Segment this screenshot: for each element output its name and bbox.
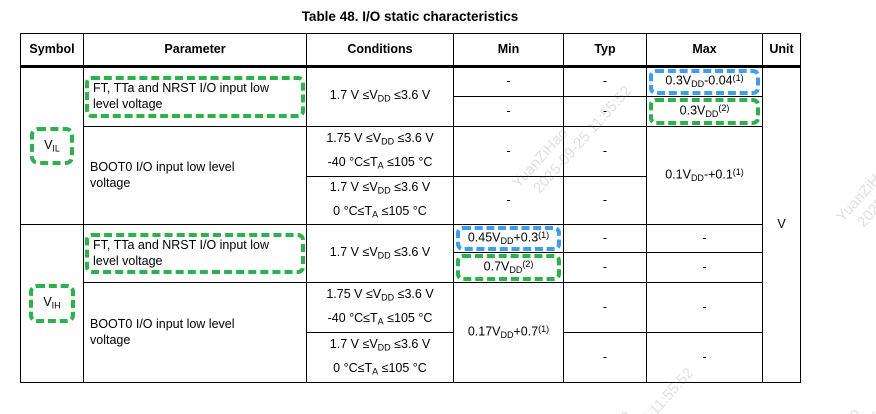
- col-header-symbol: Symbol: [20, 33, 84, 68]
- cell-vih-ft-max-2: -: [646, 252, 763, 283]
- table-row: BOOT0 I/O input low level voltage 1.75 V …: [21, 282, 801, 383]
- vil-symbol: VIL: [44, 137, 60, 154]
- vih-symbol: VIH: [43, 295, 61, 311]
- highlight-box-green: 0.3VDD(2): [649, 98, 760, 125]
- col-header-max: Max: [646, 33, 763, 68]
- cell-vil-boot0-min-1: -: [453, 126, 564, 177]
- table-row: VIL FT, TTa and NRST I/O input low level …: [20, 66, 801, 383]
- cell-vil-ft-min-2: -: [453, 96, 564, 127]
- cell-vil-ft-max-2: 0.3VDD(2): [646, 96, 763, 127]
- col-header-typ: Typ: [563, 33, 647, 68]
- highlight-box-blue: 0.45VDD+0.3(1): [456, 226, 561, 251]
- cell-vil-ft-typ-2: -: [563, 96, 647, 127]
- cell-vih-boot0-conditions-1: 1.75 V ≤VDD ≤3.6 V -40 °C≤TA ≤105 °C: [306, 282, 454, 333]
- vil-ft-max-2-value: 0.3VDD(2): [679, 102, 730, 119]
- cell-vil-symbol: VIL: [20, 66, 84, 225]
- col-header-conditions: Conditions: [306, 33, 454, 68]
- highlight-box-green: VIH: [29, 284, 75, 323]
- highlight-box-blue: 0.3VDD-0.04(1): [649, 69, 760, 95]
- cell-vih-symbol: VIH: [20, 224, 84, 383]
- vih-ft-parameter-text: FT, TTa and NRST I/O input low level volt…: [93, 237, 269, 268]
- cell-vil-ft-conditions: 1.7 V ≤VDD ≤3.6 V: [306, 66, 454, 127]
- cell-vih-ft-typ-2: -: [563, 252, 647, 283]
- col-header-min: Min: [453, 33, 564, 68]
- cell-vil-ft-typ-1: -: [563, 66, 647, 97]
- cell-vil-boot0-conditions-1: 1.75 V ≤VDD ≤3.6 V -40 °C≤TA ≤105 °C: [306, 126, 454, 177]
- cell-vil-boot0-parameter: BOOT0 I/O input low level voltage: [83, 126, 307, 225]
- cell-vih-boot0-typ-1: -: [563, 282, 647, 333]
- col-header-parameter: Parameter: [83, 33, 307, 68]
- cell-vih-ft-min-2: 0.7VDD(2): [453, 252, 564, 283]
- highlight-box-green: FT, TTa and NRST I/O input low level volt…: [85, 76, 305, 118]
- cell-vil-ft-parameter: FT, TTa and NRST I/O input low level volt…: [83, 66, 307, 127]
- cell-vil-boot0-max: 0.1VDD-+0.1(1): [646, 126, 763, 225]
- highlight-box-green: VIL: [30, 126, 74, 166]
- cell-vil-ft-max-1: 0.3VDD-0.04(1): [646, 66, 763, 97]
- cell-vih-ft-min-1: 0.45VDD+0.3(1): [453, 224, 564, 253]
- cell-vih-ft-conditions: 1.7 V ≤VDD ≤3.6 V: [306, 224, 454, 283]
- highlight-box-green: 0.7VDD(2): [456, 254, 561, 281]
- table-row: 0.7VDD(2) - -: [21, 252, 801, 283]
- io-static-characteristics-table: Symbol Parameter Conditions Min Typ Max …: [20, 33, 801, 383]
- header-row: Symbol Parameter Conditions Min Typ Max …: [20, 33, 801, 68]
- cell-unit-value: V: [762, 66, 801, 383]
- highlight-box-green: FT, TTa and NRST I/O input low level volt…: [85, 232, 305, 275]
- cell-vil-boot0-typ-2: -: [563, 176, 647, 225]
- vil-ft-max-1-value: 0.3VDD-0.04(1): [665, 73, 744, 90]
- cell-vih-boot0-min: 0.17VDD+0.7(1): [453, 282, 564, 383]
- watermark: YuanZiHao 2025-09-25 11:55:52: [833, 117, 876, 231]
- table-row: VIH FT, TTa and NRST I/O input low level …: [20, 224, 801, 383]
- table-title: Table 48. I/O static characteristics: [301, 9, 519, 24]
- cell-vil-boot0-typ-1: -: [563, 126, 647, 177]
- vil-boot0-parameter-text: BOOT0 I/O input low level voltage: [90, 159, 235, 190]
- cell-vih-ft-max-1: -: [646, 224, 763, 253]
- cell-vih-boot0-typ-2: -: [563, 332, 647, 383]
- watermark: YuanZiHao 2025-09-25 11:55:52: [800, 349, 876, 414]
- cell-vih-boot0-max-2: -: [646, 332, 763, 383]
- cell-vih-ft-parameter: FT, TTa and NRST I/O input low level volt…: [83, 224, 307, 283]
- vih-ft-min-2-value: 0.7VDD(2): [483, 258, 534, 275]
- col-header-unit: Unit: [762, 33, 801, 68]
- cell-vih-ft-typ-1: -: [563, 224, 647, 253]
- cell-vih-boot0-max-1: -: [646, 282, 763, 333]
- cell-vih-boot0-parameter: BOOT0 I/O input low level voltage: [83, 282, 307, 383]
- cell-vil-boot0-min-2: -: [453, 176, 564, 225]
- table-row: - - 0.3VDD(2): [21, 96, 801, 127]
- vih-boot0-parameter-text: BOOT0 I/O input low level voltage: [90, 316, 235, 347]
- cell-vil-ft-min-1: -: [453, 66, 564, 97]
- table-row: BOOT0 I/O input low level voltage 1.75 V …: [21, 126, 801, 225]
- vil-ft-parameter-text: FT, TTa and NRST I/O input low level volt…: [93, 81, 269, 111]
- vih-ft-min-1-value: 0.45VDD+0.3(1): [467, 229, 550, 246]
